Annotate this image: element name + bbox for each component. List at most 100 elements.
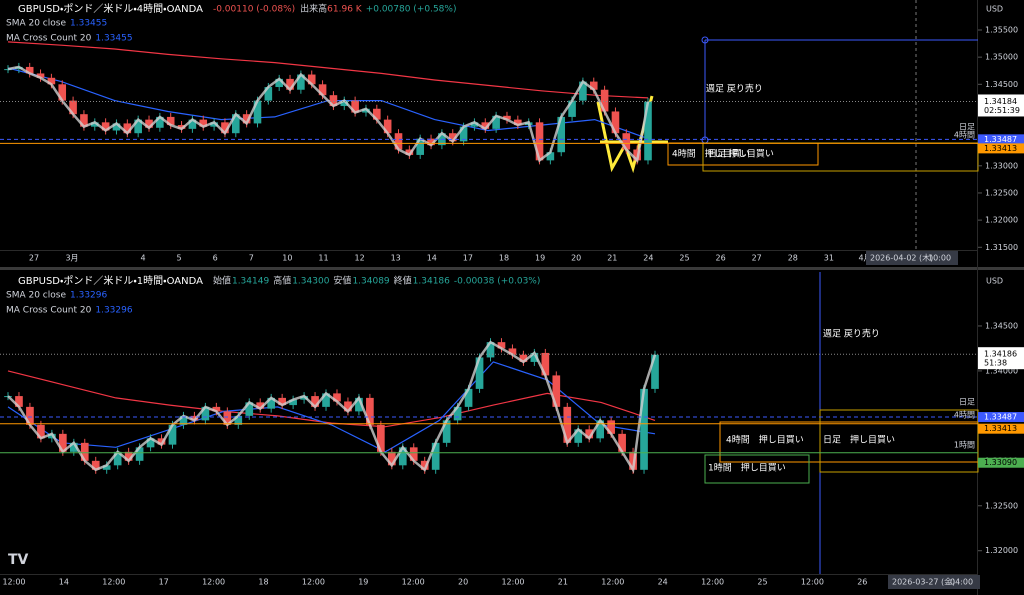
candle xyxy=(600,89,609,112)
candle xyxy=(212,406,221,412)
time-tick-label: 10 xyxy=(282,254,292,263)
candle xyxy=(190,415,199,421)
candle xyxy=(264,87,273,101)
current-price: 1.34186 xyxy=(984,350,1017,359)
side-label: 1時間 xyxy=(954,441,975,450)
candle xyxy=(256,402,265,409)
time-tick-label: 18 xyxy=(258,578,268,587)
ohlc-value: 1.34089 xyxy=(352,277,389,287)
candle xyxy=(91,460,100,470)
indicator-name[interactable]: SMA 20 close xyxy=(6,291,66,301)
indicator-name[interactable]: MA Cross Count 20 xyxy=(6,34,92,44)
side-label: 日足 xyxy=(959,123,975,132)
candle xyxy=(398,447,407,466)
candle xyxy=(80,114,88,127)
price-tick-label: 1.34000 xyxy=(985,366,1018,375)
candle xyxy=(377,424,385,452)
candle xyxy=(124,451,133,461)
change: -0.00110 (-0.08%) xyxy=(213,5,295,15)
candle xyxy=(622,133,631,150)
candle xyxy=(475,357,484,389)
candle xyxy=(362,108,370,113)
candle xyxy=(579,81,587,101)
time-tick-label: 13 xyxy=(391,254,401,263)
candle xyxy=(405,149,414,155)
candle xyxy=(329,95,338,107)
candle xyxy=(453,406,462,421)
candle xyxy=(15,396,23,407)
candle xyxy=(25,66,34,74)
annotation: 日足 押し目買い xyxy=(823,434,895,446)
candle xyxy=(644,101,652,161)
candle xyxy=(355,397,363,412)
crosshair-time: 10:00 xyxy=(928,254,951,263)
indicator-name[interactable]: MA Cross Count 20 xyxy=(6,306,92,316)
candle xyxy=(289,399,297,406)
ohlc-value: 1.34186 xyxy=(413,277,450,287)
candle xyxy=(344,401,352,412)
candle xyxy=(618,433,626,452)
time-tick-label: 20 xyxy=(571,254,581,263)
indicator-value: 1.33455 xyxy=(70,19,107,29)
candle xyxy=(541,352,550,376)
candle xyxy=(297,74,305,90)
ohlc-name: 安値 xyxy=(333,275,351,287)
candle xyxy=(90,122,99,127)
ohlc-name: 始値 xyxy=(213,275,231,287)
candle xyxy=(442,420,451,443)
candle xyxy=(416,138,424,155)
candle xyxy=(253,100,262,124)
time-tick-label: 12:00 xyxy=(102,578,125,587)
candle xyxy=(234,415,243,425)
time-tick-label: 12:00 xyxy=(2,578,25,587)
price-tick-label: 1.33000 xyxy=(985,161,1018,170)
candle xyxy=(123,123,132,134)
candle xyxy=(4,69,12,71)
time-tick-label: 21 xyxy=(558,578,568,587)
candle xyxy=(102,465,111,470)
candle xyxy=(596,420,605,439)
candle xyxy=(535,122,544,161)
close-line xyxy=(7,65,650,163)
candle xyxy=(135,447,144,461)
candle xyxy=(26,406,34,425)
candle xyxy=(311,396,319,407)
time-tick-label: 12:00 xyxy=(202,578,225,587)
volume: 61.96 K xyxy=(327,5,363,15)
candle xyxy=(242,114,251,124)
candle xyxy=(470,122,479,127)
time-tick-label: 25 xyxy=(679,254,689,263)
candle xyxy=(640,388,648,470)
candle xyxy=(37,424,45,439)
candle xyxy=(199,119,208,127)
candle xyxy=(497,342,506,349)
time-tick-label: 31 xyxy=(824,254,834,263)
symbol: GBPUSD・ポンド／米ドル・1時間・OANDA xyxy=(18,274,203,287)
price-tick-label: 1.35500 xyxy=(985,25,1018,34)
price-tick-label: 1.32000 xyxy=(985,216,1018,225)
candle xyxy=(166,116,175,126)
time-tick-label: 24 xyxy=(643,254,653,263)
candle xyxy=(101,122,110,131)
price-tick-label: 1.34500 xyxy=(985,321,1018,330)
time-tick-label: 12:00 xyxy=(701,578,724,587)
indicator-name[interactable]: SMA 20 close xyxy=(6,19,66,29)
crosshair-time: 04:00 xyxy=(950,578,973,587)
candle xyxy=(611,111,620,134)
candle xyxy=(373,108,381,120)
time-tick-label: 12:00 xyxy=(302,578,325,587)
candle xyxy=(223,411,232,425)
candle xyxy=(168,424,177,445)
candle xyxy=(574,429,583,443)
candle xyxy=(134,119,142,134)
time-tick-label: 12:00 xyxy=(501,578,524,587)
time-tick-label: 12:00 xyxy=(402,578,425,587)
candle xyxy=(221,122,229,134)
currency[interactable]: USD xyxy=(986,277,1003,286)
candle xyxy=(47,77,56,85)
candle xyxy=(607,420,615,434)
currency[interactable]: USD xyxy=(986,5,1003,14)
candle xyxy=(486,342,495,358)
